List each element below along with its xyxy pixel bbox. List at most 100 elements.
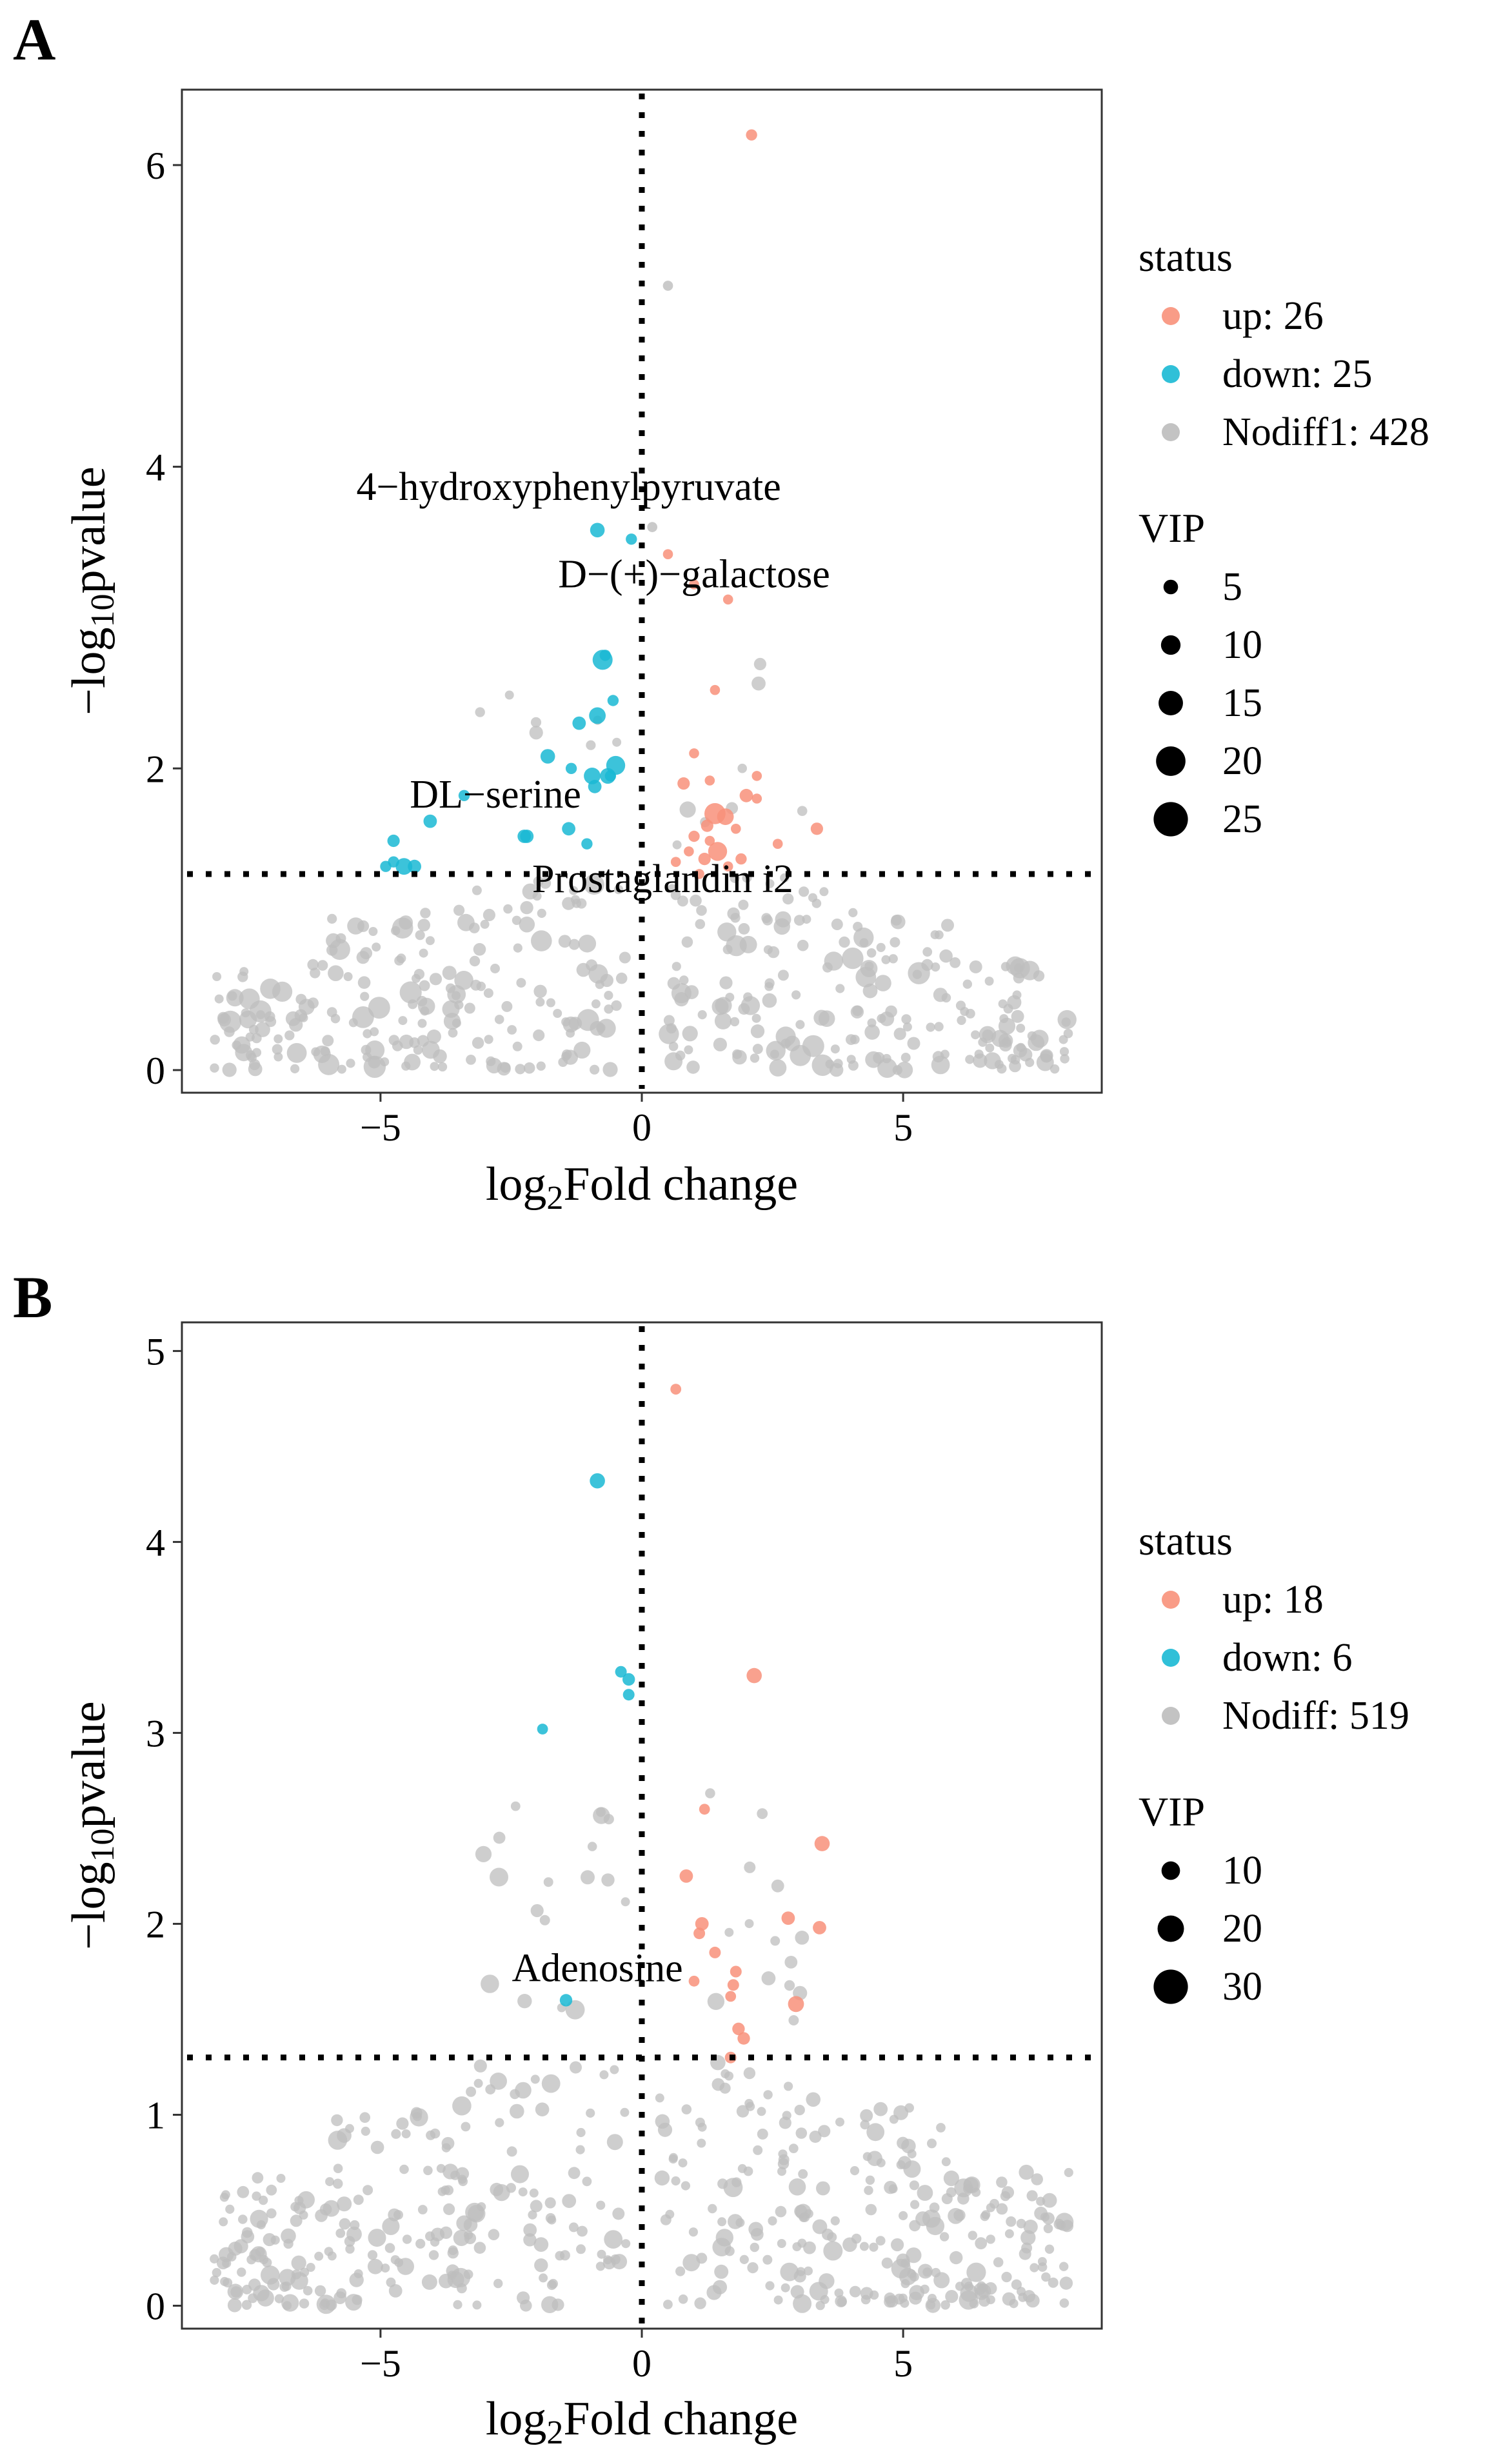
nodiff-point [472,885,482,895]
nodiff-point [876,942,886,952]
nodiff-point [803,2241,816,2254]
down-point [590,522,605,538]
nodiff-point [910,2200,920,2209]
up-point [735,853,747,865]
nodiff-point [501,1000,513,1012]
down-point [588,779,602,793]
vip-legend-title: VIP [1139,505,1205,551]
nodiff-point [426,2130,436,2140]
nodiff-point [272,981,293,1002]
nodiff-point [619,951,631,964]
nodiff-point [793,915,805,926]
nodiff-point [612,2207,625,2220]
nodiff-point [837,2297,847,2307]
vip-legend-key [1161,1861,1180,1880]
nodiff-point [363,1029,372,1039]
nodiff-point [441,2185,450,2195]
nodiff-point [356,951,370,964]
nodiff-point [675,1050,686,1061]
nodiff-point [798,2169,808,2179]
nodiff-point [441,2143,451,2153]
nodiff-point [918,2263,933,2279]
nodiff-point [663,2300,673,2309]
nodiff-point [490,2073,507,2090]
nodiff-point [529,2188,539,2198]
up-point [688,1975,700,1987]
nodiff-point [1030,2263,1039,2273]
nodiff-point [210,1063,219,1073]
nodiff-point [902,1022,912,1032]
nodiff-point [425,936,435,946]
vip-legend-label: 20 [1222,1907,1262,1951]
nodiff-point [941,2157,951,2167]
nodiff-point [790,1044,811,1066]
nodiff-point [690,894,702,907]
nodiff-point [750,2242,760,2253]
nodiff-point [573,1041,591,1059]
point-annotation: D−(+)−galactose [558,553,830,597]
nodiff-point [370,1027,379,1037]
status-legend-key [1162,423,1180,441]
nodiff-point [681,2181,690,2191]
nodiff-point [417,919,430,931]
nodiff-point [266,2208,277,2219]
nodiff-point [242,2227,253,2238]
nodiff-point [751,676,766,691]
nodiff-point [274,1052,283,1062]
y-tick-label: 6 [146,144,165,187]
nodiff-point [252,2191,261,2201]
nodiff-point [384,2243,395,2253]
nodiff-point [603,1814,614,1825]
nodiff-point [397,2258,414,2275]
nodiff-point [1026,2293,1040,2308]
nodiff-point [669,2153,678,2162]
nodiff-point [694,2297,706,2309]
nodiff-point [966,2262,986,2282]
nodiff-point [245,1032,255,1042]
nodiff-point [705,1788,715,1798]
nodiff-point [515,2082,532,2099]
nodiff-point [332,2178,343,2189]
nodiff-point [504,690,514,700]
nodiff-point [1059,2262,1069,2271]
nodiff-point [307,959,319,971]
nodiff-point [1059,2276,1073,2290]
nodiff-point [806,2092,821,2107]
nodiff-point [512,915,522,926]
nodiff-point [219,1010,242,1033]
nodiff-point [849,2285,861,2298]
nodiff-point [982,1030,993,1041]
nodiff-point [452,2096,472,2116]
nodiff-point [596,1807,606,1817]
nodiff-point [1020,2230,1036,2245]
nodiff-point [490,2182,504,2196]
nodiff-point [568,2167,581,2180]
point-annotation: DL−serine [410,773,581,817]
nodiff-point [584,874,604,895]
nodiff-point [419,948,428,958]
up-point [810,822,823,835]
nodiff-point [1031,2173,1043,2185]
nodiff-point [520,900,533,915]
nodiff-point [417,997,435,1015]
up-point [788,1996,804,2013]
nodiff-point [368,997,390,1019]
nodiff-point [523,2233,537,2247]
nodiff-point [484,1035,493,1044]
nodiff-point [764,982,774,991]
panel-a-legend: status up: 26 down: 25 Nodiff1: 428 VIP 5 10 15… [1139,234,1429,841]
nodiff-point [792,2242,802,2251]
down-point [622,1689,635,1701]
nodiff-point [969,960,982,973]
nodiff-point [891,2238,904,2252]
nodiff-point [225,2204,235,2214]
nodiff-point [417,1019,427,1028]
nodiff-point [978,1037,988,1047]
panel-b-points [210,1384,1074,2314]
nodiff-point [975,2237,988,2250]
nodiff-point [981,2210,991,2220]
nodiff-point [558,935,572,948]
up-point [732,2022,745,2035]
nodiff-point [769,1059,787,1077]
nodiff-point [909,2220,920,2232]
